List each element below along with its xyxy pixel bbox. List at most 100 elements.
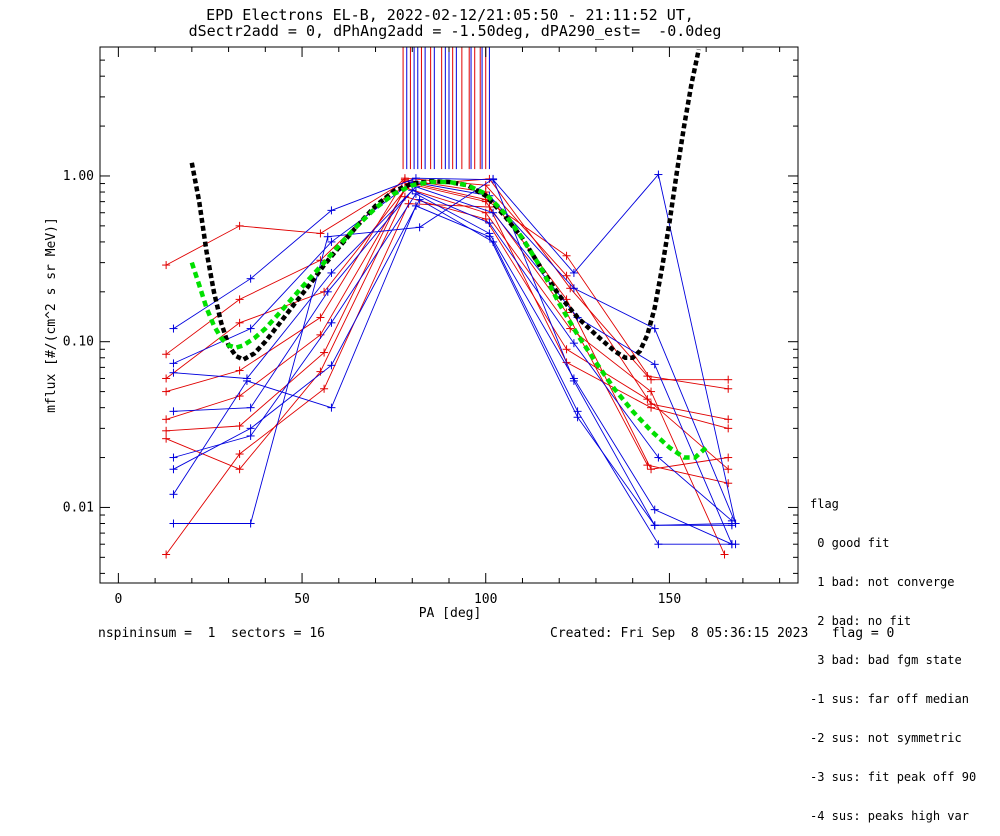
data-point-red <box>316 313 325 322</box>
y-tick-label: 0.10 <box>63 335 94 350</box>
data-point-blue <box>246 431 255 440</box>
data-point-blue <box>242 376 251 385</box>
data-point-blue <box>327 403 336 412</box>
data-point-red <box>162 350 171 359</box>
legend-item: 1 bad: not converge <box>810 575 955 589</box>
data-point-blue <box>569 376 578 385</box>
data-point-blue <box>246 324 255 333</box>
series-line-red <box>165 177 729 420</box>
data-point-red <box>162 426 171 435</box>
data-point-red <box>724 375 733 384</box>
data-point-red <box>320 348 329 357</box>
data-point-blue <box>327 361 336 370</box>
data-point-red <box>720 550 729 559</box>
series-line-blue <box>173 173 736 524</box>
y-tick-label: 0.01 <box>63 500 94 515</box>
data-point-red <box>235 450 244 459</box>
data-point-blue <box>415 195 424 204</box>
data-point-blue <box>169 407 178 416</box>
data-point-blue <box>650 360 659 369</box>
data-point-blue <box>485 219 494 228</box>
data-point-red <box>162 415 171 424</box>
data-point-red <box>162 261 171 270</box>
data-point-blue <box>327 268 336 277</box>
data-point-blue <box>327 237 336 246</box>
data-point-red <box>643 461 652 470</box>
series-line-red <box>166 187 725 555</box>
data-point-blue <box>169 453 178 462</box>
data-point-red <box>485 202 494 211</box>
series-line-blue <box>173 205 732 526</box>
x-tick-label: 50 <box>294 592 310 607</box>
data-point-blue <box>573 413 582 422</box>
data-point-red <box>404 199 413 208</box>
data-point-red <box>235 295 244 304</box>
data-point-red <box>724 453 733 462</box>
data-point-blue <box>489 208 498 217</box>
data-point-red <box>643 372 652 381</box>
data-point-blue <box>327 206 336 215</box>
data-point-red <box>647 465 656 474</box>
footer-spin-info: nspininsum = 1 sectors = 16 <box>98 626 325 641</box>
chart-title-line1: EPD Electrons EL-B, 2022-02-12/21:05:50 … <box>206 6 694 24</box>
data-point-blue <box>246 519 255 528</box>
series-group <box>162 170 740 559</box>
axis-group: 0 50 100 150 0.01 0.10 1.00 <box>63 46 798 607</box>
data-point-blue <box>411 189 420 198</box>
series-line-red <box>165 179 729 470</box>
flag-legend: flag 0 good fit 1 bad: not converge 2 ba… <box>810 472 976 836</box>
legend-item: -3 sus: fit peak off 90 <box>810 770 977 784</box>
data-point-blue <box>654 453 663 462</box>
data-point-blue <box>650 324 659 333</box>
data-point-red <box>162 387 171 396</box>
y-axis-label: mflux [#/(cm^2 s sr MeV)] <box>44 217 59 413</box>
data-point-blue <box>246 424 255 433</box>
data-point-red <box>162 550 171 559</box>
data-point-blue <box>169 519 178 528</box>
data-point-red <box>162 434 171 443</box>
data-point-blue <box>411 174 420 183</box>
x-tick-label: 150 <box>658 592 681 607</box>
data-point-blue <box>411 201 420 210</box>
data-point-blue <box>415 223 424 232</box>
legend-item: 2 bad: no fit <box>810 614 912 628</box>
legend-item: -1 sus: far off median <box>810 692 969 706</box>
fit-curve-group <box>189 48 708 460</box>
data-point-blue <box>485 232 494 241</box>
data-point-blue <box>727 519 736 528</box>
data-point-blue <box>731 540 740 549</box>
series-line-blue <box>173 186 733 545</box>
data-point-blue <box>323 232 332 241</box>
data-point-red <box>320 384 329 393</box>
data-point-blue <box>246 403 255 412</box>
data-point-blue <box>489 174 498 183</box>
data-point-blue <box>654 170 663 179</box>
fit-curve-green <box>189 179 708 460</box>
series-line-blue <box>173 189 733 522</box>
data-point-red <box>724 415 733 424</box>
data-point-red <box>235 422 244 431</box>
data-point-blue <box>169 465 178 474</box>
chart-svg: 0 50 100 150 0.01 0.10 1.00 PA [deg] mflux [#/… <box>44 46 799 621</box>
series-line-red <box>165 196 729 470</box>
data-point-blue <box>569 268 578 277</box>
data-point-blue <box>650 505 659 514</box>
data-point-red <box>647 387 656 396</box>
y-tick-label: 1.00 <box>63 169 94 184</box>
data-point-red <box>235 318 244 327</box>
data-point-red <box>724 479 733 488</box>
legend-item: 0 good fit <box>810 536 890 550</box>
data-point-blue <box>654 540 663 549</box>
data-point-red <box>235 465 244 474</box>
data-point-red <box>724 465 733 474</box>
data-point-red <box>724 384 733 393</box>
data-point-blue <box>569 339 578 348</box>
series-line-red <box>165 203 729 555</box>
data-point-blue <box>323 287 332 296</box>
series-line-blue <box>173 193 733 545</box>
chart-title-line2: dSectr2add = 0, dPhAng2add = -1.50deg, d… <box>188 22 722 40</box>
data-point-red <box>162 374 171 383</box>
fit-curve-black <box>189 48 702 363</box>
series-line-blue <box>173 181 736 524</box>
data-point-red <box>235 366 244 375</box>
